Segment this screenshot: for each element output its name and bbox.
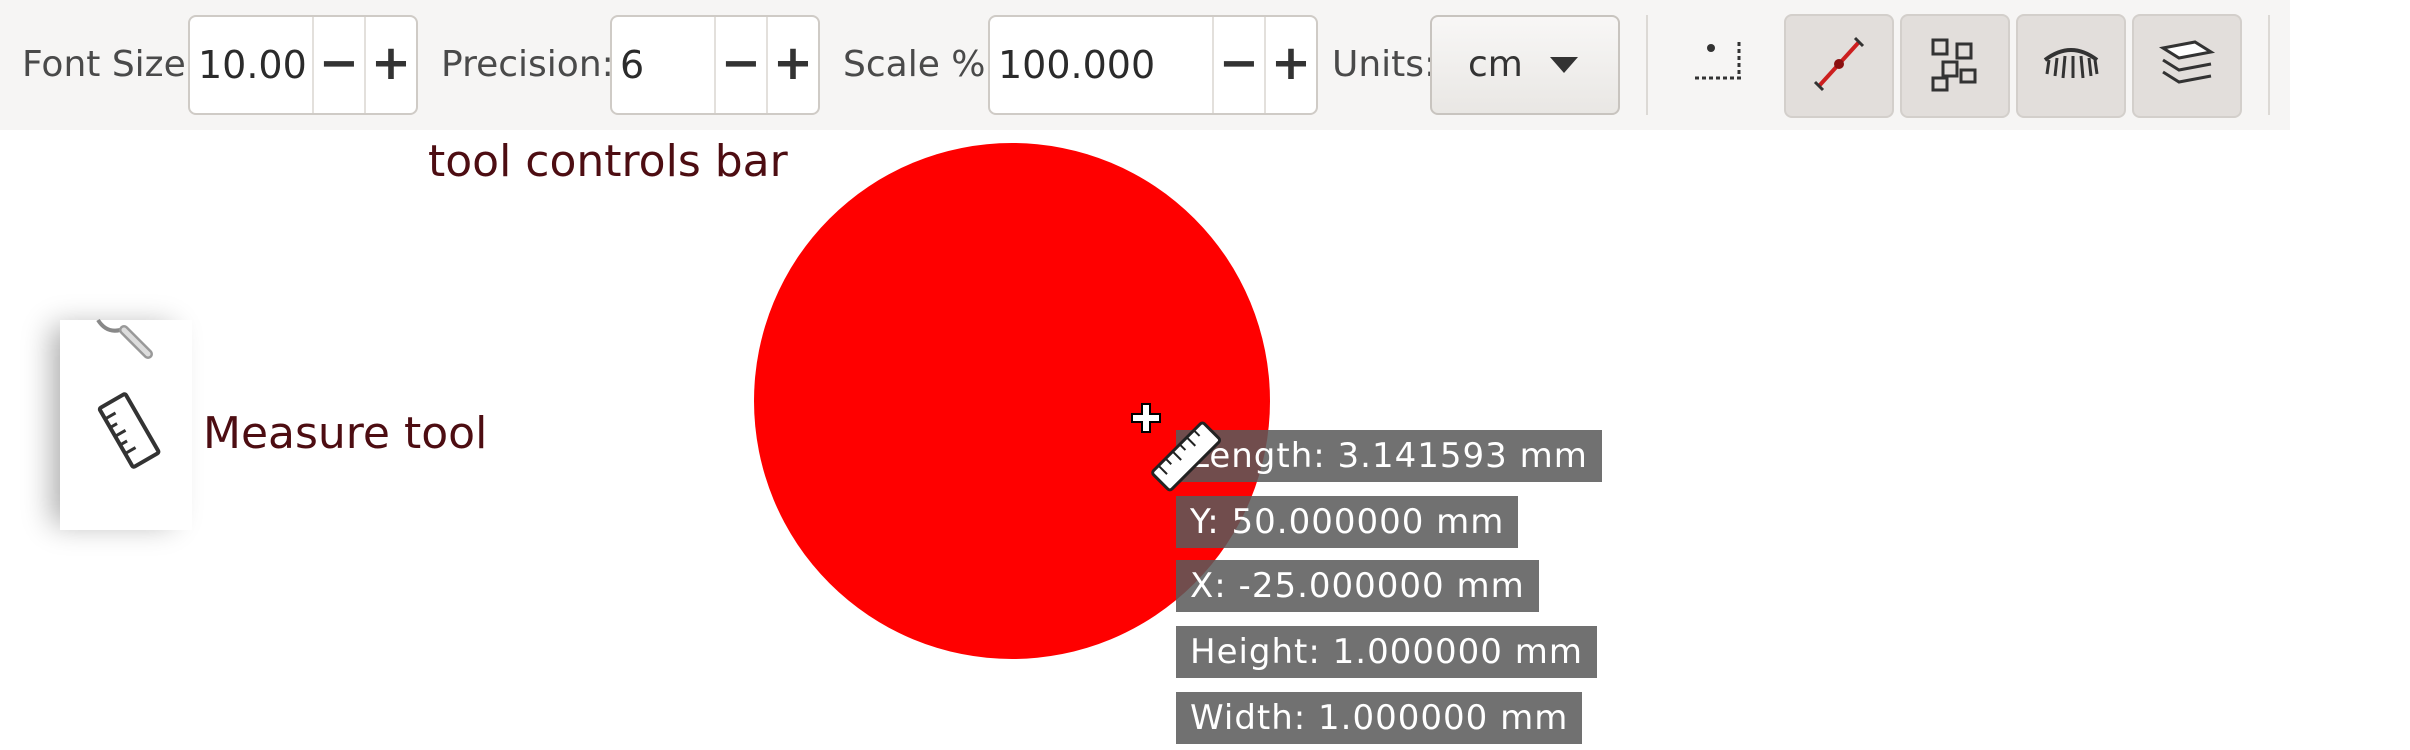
ignore-hidden-icon bbox=[2041, 34, 2101, 98]
toolbar-caption: tool controls bar bbox=[428, 136, 788, 187]
measure-length-label: Length: 3.141593 mm bbox=[1176, 430, 1602, 482]
measure-ruler-icon[interactable] bbox=[90, 390, 170, 474]
ignore-hidden-button[interactable] bbox=[2016, 14, 2126, 118]
scale-value[interactable]: 100.000 bbox=[998, 43, 1156, 87]
scale-increment-button[interactable]: + bbox=[1264, 17, 1316, 113]
scale-spinbox[interactable]: 100.000 − + bbox=[988, 15, 1318, 115]
precision-spinbox[interactable]: 6 − + bbox=[610, 15, 820, 115]
toolbox bbox=[60, 318, 192, 530]
measure-offset-icon bbox=[1691, 34, 1751, 98]
convert-to-item-icon bbox=[1925, 34, 1985, 98]
measure-width-label: Width: 1.000000 mm bbox=[1176, 692, 1583, 744]
font-size-spinbox[interactable]: 10.00 − + bbox=[188, 15, 418, 115]
toolbar-separator bbox=[2268, 15, 2270, 115]
measure-x-label: X: -25.000000 mm bbox=[1176, 560, 1539, 612]
precision-label: Precision: bbox=[441, 44, 614, 85]
units-dropdown[interactable]: cm bbox=[1430, 15, 1620, 115]
measure-cursor-icon bbox=[1124, 400, 1244, 524]
scale-label: Scale %: bbox=[843, 44, 998, 85]
precision-increment-button[interactable]: + bbox=[766, 17, 818, 113]
scale-decrement-button[interactable]: − bbox=[1212, 17, 1264, 113]
layers-only-icon bbox=[2157, 34, 2217, 98]
units-value: cm bbox=[1468, 44, 1523, 85]
font-size-value[interactable]: 10.00 bbox=[198, 43, 307, 87]
toolbar-separator bbox=[1646, 15, 1648, 115]
chevron-down-icon bbox=[1550, 57, 1578, 73]
layers-only-button[interactable] bbox=[2132, 14, 2242, 118]
font-size-label: Font Size: bbox=[22, 44, 198, 85]
font-size-decrement-button[interactable]: − bbox=[312, 17, 364, 113]
measure-tool-caption: Measure tool bbox=[203, 408, 488, 459]
mark-dimension-button[interactable] bbox=[1784, 14, 1894, 118]
precision-value[interactable]: 6 bbox=[620, 43, 645, 87]
font-size-increment-button[interactable]: + bbox=[364, 17, 416, 113]
tool-controls-bar: Font Size: 10.00 − + Precision: 6 − + Sc… bbox=[0, 0, 2290, 130]
measure-offset-button[interactable] bbox=[1666, 14, 1776, 118]
zoom-icon[interactable] bbox=[88, 314, 158, 368]
precision-decrement-button[interactable]: − bbox=[714, 17, 766, 113]
measure-height-label: Height: 1.000000 mm bbox=[1176, 626, 1597, 678]
measure-y-label: Y: 50.000000 mm bbox=[1176, 496, 1519, 548]
units-label: Units: bbox=[1332, 44, 1437, 85]
mark-dimension-icon bbox=[1809, 34, 1869, 98]
convert-to-item-button[interactable] bbox=[1900, 14, 2010, 118]
